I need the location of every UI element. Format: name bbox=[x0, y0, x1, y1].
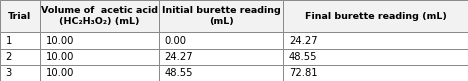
Text: Final burette reading (mL): Final burette reading (mL) bbox=[305, 12, 446, 21]
Bar bbox=[40, 0, 159, 32]
Bar bbox=[283, 32, 468, 49]
Text: Trial: Trial bbox=[8, 12, 31, 21]
Text: Volume of  acetic acid
(HC₂H₃O₂) (mL): Volume of acetic acid (HC₂H₃O₂) (mL) bbox=[41, 6, 158, 26]
Text: 2: 2 bbox=[6, 52, 12, 62]
Bar bbox=[40, 49, 159, 65]
Bar bbox=[40, 65, 159, 81]
Text: Initial burette reading
(mL): Initial burette reading (mL) bbox=[162, 6, 280, 26]
Text: 3: 3 bbox=[6, 68, 12, 78]
Bar bbox=[159, 0, 283, 32]
Text: 10.00: 10.00 bbox=[45, 52, 74, 62]
Bar bbox=[0, 65, 40, 81]
Bar bbox=[0, 0, 40, 32]
Text: 24.27: 24.27 bbox=[289, 35, 317, 46]
Text: 72.81: 72.81 bbox=[289, 68, 317, 78]
Bar bbox=[159, 49, 283, 65]
Bar bbox=[0, 49, 40, 65]
Bar bbox=[283, 65, 468, 81]
Bar bbox=[159, 32, 283, 49]
Bar bbox=[283, 49, 468, 65]
Text: 10.00: 10.00 bbox=[45, 35, 74, 46]
Bar bbox=[159, 65, 283, 81]
Bar bbox=[40, 32, 159, 49]
Text: 48.55: 48.55 bbox=[165, 68, 193, 78]
Text: 1: 1 bbox=[6, 35, 12, 46]
Text: 24.27: 24.27 bbox=[165, 52, 193, 62]
Text: 0.00: 0.00 bbox=[165, 35, 187, 46]
Bar bbox=[0, 32, 40, 49]
Text: 10.00: 10.00 bbox=[45, 68, 74, 78]
Bar bbox=[283, 0, 468, 32]
Text: 48.55: 48.55 bbox=[289, 52, 317, 62]
